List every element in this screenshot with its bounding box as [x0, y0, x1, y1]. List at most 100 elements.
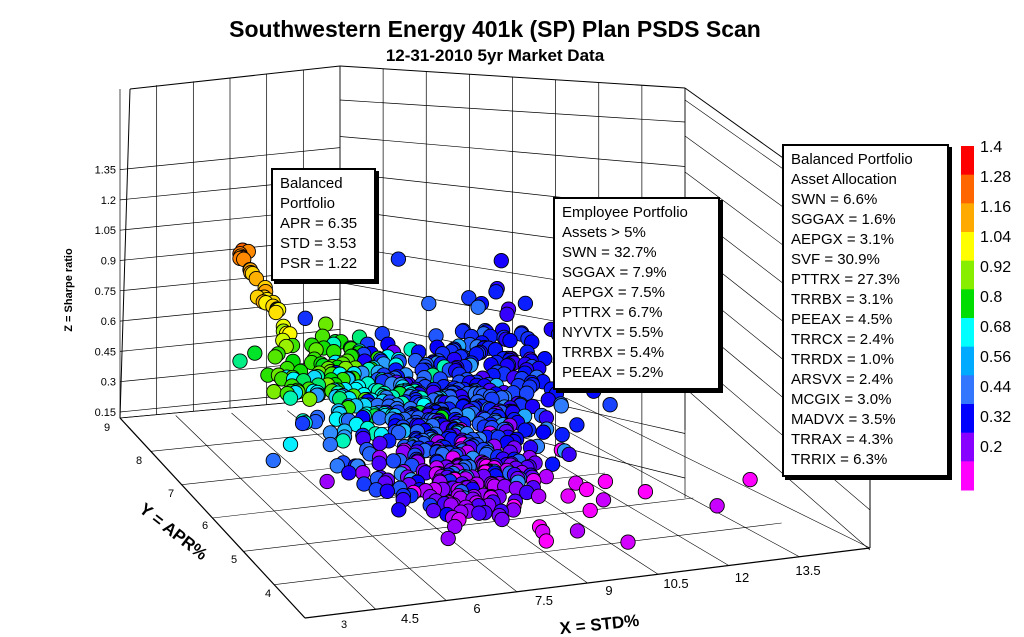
scatter-point — [597, 473, 614, 490]
z-tick-label: 0.9 — [101, 256, 116, 268]
scatter-point — [554, 427, 570, 443]
colorbar-segment — [961, 174, 974, 204]
scatter-point — [560, 488, 576, 504]
grid-line — [119, 147, 341, 170]
grid-line — [339, 65, 686, 89]
x-tick-label: 7.5 — [535, 593, 553, 608]
colorbar-segment — [961, 232, 974, 262]
scatter-point — [502, 332, 518, 349]
colorbar-segment — [961, 375, 974, 405]
grid-line — [119, 329, 341, 352]
grid-line — [339, 136, 686, 167]
colorbar-label: 0.92 — [980, 259, 1011, 276]
scatter-point — [494, 511, 510, 528]
employee-portfolio-line: TRRBX = 5.4% — [562, 344, 665, 361]
colorbar-label: 0.68 — [980, 319, 1011, 336]
scatter-point — [390, 424, 407, 441]
colorbar-segment — [961, 146, 974, 176]
colorbar-label: 1.04 — [980, 229, 1011, 246]
y-tick-label: 9 — [104, 422, 110, 434]
scatter-point — [578, 481, 595, 498]
asset-allocation-line: SVF = 30.9% — [791, 251, 880, 268]
colorbar-label: 1.28 — [980, 169, 1011, 186]
balanced-portfolio-line: STD = 3.53 — [280, 235, 357, 252]
asset-allocation-line: PTTRX = 27.3% — [791, 271, 900, 288]
scatter-point — [390, 251, 407, 267]
grid-line — [243, 497, 694, 552]
balanced-portfolio-line: Portfolio — [280, 195, 336, 212]
scatter-point — [371, 455, 387, 471]
grid-line — [274, 522, 782, 585]
z-tick-label: 0.3 — [101, 377, 116, 389]
asset-allocation-line: MADVX = 3.5% — [791, 411, 896, 428]
scatter-point — [553, 398, 569, 414]
scatter-point — [335, 433, 351, 449]
y-tick-label: 8 — [136, 455, 142, 467]
z-tick-label: 1.2 — [101, 195, 116, 207]
scatter-point — [379, 483, 395, 499]
y-tick-label: 4 — [265, 588, 271, 600]
grid-line — [304, 547, 871, 619]
colorbar-segment — [961, 203, 974, 233]
z-tick-label: 0.6 — [101, 316, 116, 328]
asset-allocation-line: TRRAX = 4.3% — [791, 431, 894, 448]
x-tick-label: 10.5 — [663, 576, 688, 591]
colorbar-segment — [961, 432, 974, 462]
scatter-point — [461, 290, 477, 306]
scatter-point — [267, 349, 283, 365]
employee-portfolio-line: Assets > 5% — [562, 224, 646, 241]
scatter-point — [709, 498, 725, 514]
grid-line — [684, 387, 871, 551]
employee-portfolio-line: Employee Portfolio — [562, 204, 688, 221]
z-tick-label: 1.05 — [95, 225, 116, 237]
scatter-point — [569, 523, 586, 539]
z-axis-label: Z = Sharpe ratio — [63, 248, 75, 332]
x-tick-label: 9 — [605, 583, 612, 598]
asset-allocation-line: TRRIX = 6.3% — [791, 451, 888, 468]
colorbar-label: 0.44 — [980, 379, 1011, 396]
asset-allocation-line: SGGAX = 1.6% — [791, 211, 896, 228]
asset-allocation-line: ARSVX = 2.4% — [791, 371, 894, 388]
grid-line — [119, 88, 131, 419]
grid-line — [565, 397, 871, 549]
scatter-point — [620, 534, 636, 550]
scatter-point — [266, 384, 282, 400]
scatter-point — [391, 502, 407, 518]
scatter-point — [470, 299, 486, 315]
grid-line — [129, 65, 341, 90]
x-tick-label: 6 — [473, 601, 480, 616]
asset-allocation-line: TRRBX = 3.1% — [791, 291, 894, 308]
asset-allocation-line: MCGIX = 3.0% — [791, 391, 892, 408]
z-tick-label: 0.15 — [95, 407, 116, 419]
scatter-point — [538, 533, 554, 549]
scatter-point — [294, 415, 311, 432]
scatter-point — [329, 458, 345, 474]
balanced-portfolio-annotation: Balanced Portfolio APR = 6.35 STD = 3.53 PSR… — [271, 168, 376, 281]
x-axis-label: X = STD% — [559, 611, 640, 637]
scatter-point — [282, 436, 299, 453]
scatter-point — [517, 295, 534, 312]
colorbar-segment — [961, 346, 974, 376]
scatter-point — [531, 488, 547, 504]
colorbar-segment — [961, 289, 974, 319]
asset-allocation-line: PEEAX = 4.5% — [791, 311, 893, 328]
employee-portfolio-line: SGGAX = 7.9% — [562, 264, 667, 281]
scatter-point — [265, 452, 281, 469]
employee-portfolio-line: AEPGX = 7.5% — [562, 284, 665, 301]
y-axis-label: Y = APR% — [136, 499, 211, 564]
x-tick-label: 4.5 — [401, 611, 419, 626]
scatter-point — [425, 503, 442, 519]
scatter-point — [582, 502, 598, 519]
employee-portfolio-line: PTTRX = 6.7% — [562, 304, 663, 321]
employee-portfolio-line: SWN = 32.7% — [562, 244, 657, 261]
employee-portfolio-line: PEEAX = 5.2% — [562, 364, 664, 381]
grid-line — [339, 99, 686, 123]
colorbar-label: 0.2 — [980, 439, 1002, 456]
colorbar-label: 0.32 — [980, 409, 1011, 426]
scatter-point — [322, 436, 338, 453]
scatter-point — [535, 424, 552, 440]
asset-allocation-annotation: Balanced Portfolio Asset Allocation SWN = … — [782, 144, 949, 477]
y-tick-label: 5 — [231, 554, 237, 566]
scatter-point — [319, 473, 335, 490]
